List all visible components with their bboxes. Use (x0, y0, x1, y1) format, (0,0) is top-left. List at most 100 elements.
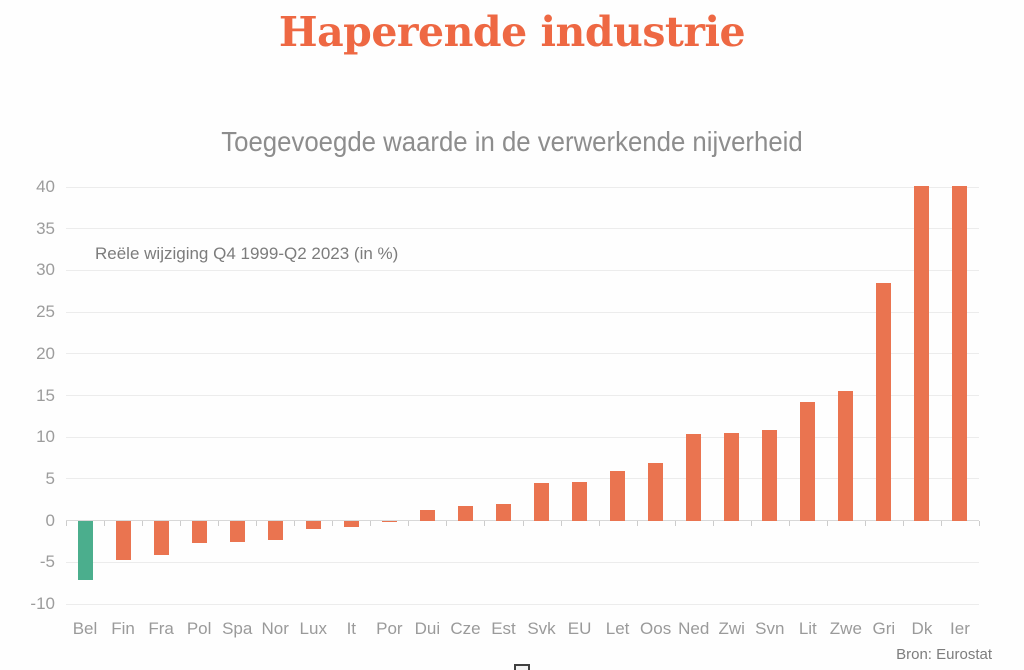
bar-dk (914, 185, 930, 521)
x-axis-tick (979, 520, 980, 526)
x-axis-label-lux: Lux (299, 619, 327, 638)
gridline-y-35 (66, 228, 979, 230)
x-axis-label-bel: Bel (72, 619, 98, 638)
x-axis-tick (446, 520, 448, 526)
bar-lit (800, 402, 816, 521)
y-axis-label-10: 10 (36, 427, 55, 447)
x-axis-label-fra: Fra (148, 619, 174, 638)
gridline-y-5 (66, 478, 979, 480)
x-axis-label-fin: Fin (111, 619, 135, 638)
bar-lux (305, 520, 321, 529)
bar-zwe (838, 391, 854, 521)
bar-bel (77, 520, 93, 580)
bar-fin (115, 520, 131, 560)
x-axis-tick (104, 520, 106, 526)
x-axis-tick (636, 520, 638, 526)
bar-nor (267, 520, 283, 540)
gridline-y-15 (66, 395, 979, 396)
x-axis-label-lit: Lit (798, 619, 817, 638)
y-axis-label-0: 0 (45, 510, 55, 530)
x-axis-label-dui: Dui (414, 619, 441, 638)
x-axis-tick (256, 520, 258, 526)
chart-title: Haperende industrie (278, 8, 746, 56)
x-axis-label-eu: EU (567, 619, 592, 638)
bar-oos (648, 463, 664, 521)
bar-it (343, 520, 359, 528)
gridline-y--5 (66, 561, 979, 563)
x-axis-label-ier: Ier (950, 619, 970, 638)
gridline-y-40 (66, 186, 979, 188)
x-axis-label-gri: Gri (872, 619, 896, 638)
bar-ier (952, 185, 968, 521)
x-axis-tick (408, 520, 410, 526)
gridline-y-30 (66, 269, 979, 271)
bar-por (381, 520, 397, 523)
x-axis-label-pol: Pol (186, 619, 212, 638)
x-axis-label-dk: Dk (911, 619, 933, 638)
x-axis-tick (332, 520, 334, 526)
x-axis-label-it: It (346, 619, 357, 638)
x-axis-label-nor: Nor (261, 619, 289, 638)
x-axis-label-cze: Cze (450, 619, 481, 638)
x-axis-tick (522, 520, 524, 526)
bar-let (610, 470, 626, 521)
chart-subtitle-wrap: Toegevoegde waarde in de verwerkende nij… (0, 126, 1024, 158)
x-axis-label-svk: Svk (527, 619, 556, 638)
bar-svn (762, 429, 778, 521)
x-axis-label-svn: Svn (755, 619, 785, 638)
y-axis-label-25: 25 (36, 302, 55, 322)
bar-spa (229, 520, 245, 543)
x-axis-tick (940, 520, 942, 526)
x-axis-tick (370, 520, 372, 526)
bar-fra (153, 520, 169, 555)
x-axis-tick (712, 520, 714, 526)
x-axis-tick (902, 520, 904, 526)
gridline-y-25 (66, 311, 979, 313)
x-axis-tick (864, 520, 866, 526)
bar-pol (191, 520, 207, 544)
x-axis-tick (598, 520, 600, 526)
x-axis-label-zwe: Zwe (829, 619, 862, 638)
x-axis-label-spa: Spa (222, 619, 253, 638)
x-axis-tick (218, 520, 220, 526)
y-axis-label-30: 30 (36, 260, 55, 280)
x-axis-label-ned: Ned (678, 619, 710, 638)
x-axis-label-est: Est (491, 619, 516, 638)
chart-subtitle: Toegevoegde waarde in de verwerkende nij… (221, 126, 803, 157)
y-axis-label-5: 5 (45, 468, 55, 488)
x-axis-label-zwi: Zwi (718, 619, 745, 638)
bar-eu (572, 482, 588, 521)
y-axis-label-35: 35 (36, 218, 55, 238)
bar-svk (534, 483, 550, 521)
gridline-y-20 (66, 353, 979, 355)
x-axis-tick (294, 520, 296, 526)
y-axis-label-15: 15 (36, 385, 55, 405)
x-axis-tick (484, 520, 486, 526)
bar-gri (876, 282, 892, 521)
x-axis-tick (66, 520, 67, 526)
y-axis-label--10: -10 (30, 594, 55, 613)
x-axis-tick (180, 520, 182, 526)
gridline-y--10 (66, 603, 979, 605)
clipped-bottom-glyph (514, 664, 530, 670)
bar-cze (457, 505, 473, 521)
gridline-y-10 (66, 436, 979, 438)
x-axis-label-oos: Oos (640, 619, 672, 638)
y-axis-label-20: 20 (36, 343, 55, 363)
bar-ned (686, 433, 702, 521)
y-axis-label-40: 40 (36, 177, 55, 196)
y-axis-label--5: -5 (39, 552, 55, 572)
x-axis-tick (788, 520, 790, 526)
x-axis-tick (826, 520, 828, 526)
x-axis-tick (142, 520, 144, 526)
bar-dui (419, 509, 435, 521)
bar-est (495, 503, 511, 521)
x-axis-tick (750, 520, 752, 526)
chart-annotation: Reële wijziging Q4 1999-Q2 2023 (in %) (95, 244, 399, 263)
x-axis-label-let: Let (605, 619, 630, 638)
x-axis-tick (560, 520, 562, 526)
x-axis-tick (674, 520, 676, 526)
bar-zwi (724, 433, 740, 521)
x-axis-label-por: Por (376, 619, 403, 638)
